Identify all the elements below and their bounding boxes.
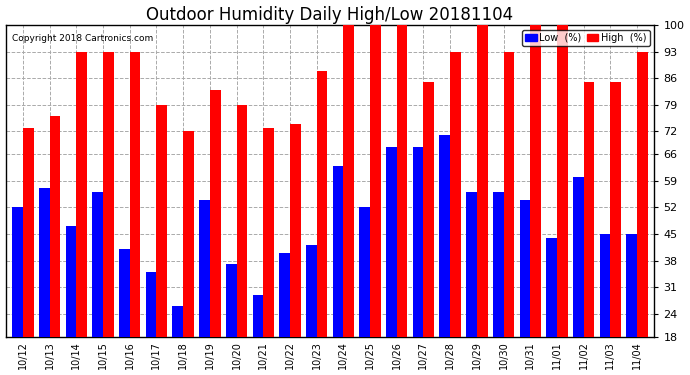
Bar [584, 82, 594, 337]
Bar [119, 249, 130, 337]
Bar [344, 25, 354, 337]
Bar [39, 189, 50, 337]
Bar [637, 52, 648, 337]
Bar [253, 295, 263, 337]
Bar [397, 25, 407, 337]
Bar [627, 234, 637, 337]
Bar [263, 128, 274, 337]
Bar [333, 166, 344, 337]
Bar [546, 238, 557, 337]
Title: Outdoor Humidity Daily High/Low 20181104: Outdoor Humidity Daily High/Low 20181104 [146, 6, 513, 24]
Bar [424, 82, 434, 337]
Bar [50, 116, 60, 337]
Bar [210, 90, 221, 337]
Bar [172, 306, 183, 337]
Bar [370, 25, 381, 337]
Bar [493, 192, 504, 337]
Bar [237, 105, 247, 337]
Bar [146, 272, 157, 337]
Bar [130, 52, 140, 337]
Bar [290, 124, 301, 337]
Bar [199, 200, 210, 337]
Bar [317, 71, 327, 337]
Bar [157, 105, 167, 337]
Bar [386, 147, 397, 337]
Bar [440, 135, 450, 337]
Bar [103, 52, 114, 337]
Bar [226, 264, 237, 337]
Bar [573, 177, 584, 337]
Bar [530, 25, 541, 337]
Bar [92, 192, 103, 337]
Bar [279, 253, 290, 337]
Text: Copyright 2018 Cartronics.com: Copyright 2018 Cartronics.com [12, 34, 153, 44]
Bar [450, 52, 461, 337]
Bar [600, 234, 611, 337]
Bar [520, 200, 530, 337]
Bar [306, 245, 317, 337]
Bar [183, 132, 194, 337]
Bar [66, 226, 77, 337]
Bar [611, 82, 621, 337]
Bar [477, 25, 488, 337]
Bar [557, 25, 568, 337]
Bar [466, 192, 477, 337]
Bar [23, 128, 34, 337]
Bar [413, 147, 424, 337]
Bar [12, 207, 23, 337]
Legend: Low  (%), High  (%): Low (%), High (%) [522, 30, 649, 46]
Bar [77, 52, 87, 337]
Bar [359, 207, 370, 337]
Bar [504, 52, 514, 337]
